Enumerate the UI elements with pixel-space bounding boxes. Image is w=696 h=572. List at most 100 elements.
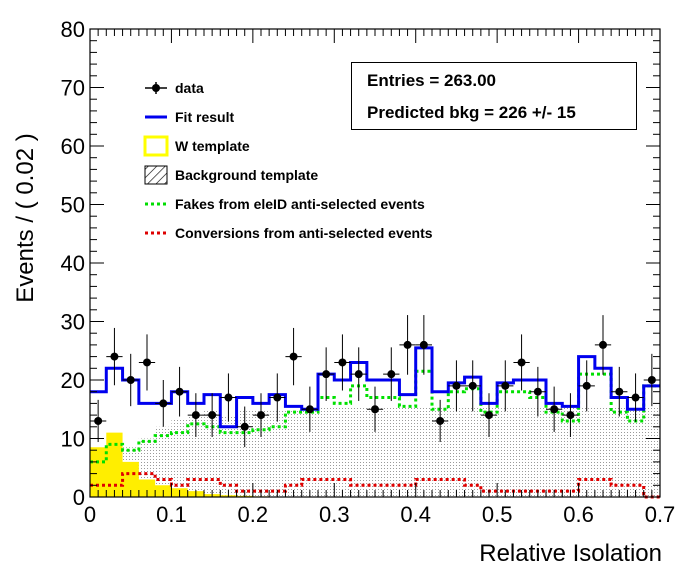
data-point <box>415 315 432 375</box>
legend-entry: Conversions from anti-selected events <box>145 225 433 241</box>
x-tick-label: 0.5 <box>482 502 513 527</box>
legend-entry: W template <box>143 135 250 157</box>
legend-entry: Fakes from eleID anti-selected events <box>145 196 425 212</box>
data-point <box>285 327 302 386</box>
data-marker <box>550 405 559 414</box>
background-template-area <box>90 406 660 497</box>
data-marker <box>208 411 217 420</box>
data-point <box>513 334 530 391</box>
data-marker <box>485 411 493 420</box>
data-marker <box>257 411 265 420</box>
x-tick-label: 0.2 <box>238 502 269 527</box>
data-marker <box>533 387 542 396</box>
data-point <box>204 393 221 437</box>
data-point <box>546 386 563 432</box>
data-marker <box>468 381 477 390</box>
data-marker <box>452 381 461 390</box>
y-tick-label: 50 <box>61 193 85 218</box>
data-point <box>594 315 612 375</box>
stats-predicted-bkg: Predicted bkg = 226 +/- 15 <box>367 103 576 122</box>
data-marker <box>631 393 640 402</box>
data-marker <box>354 370 363 379</box>
data-marker <box>501 381 510 390</box>
legend-entry: Background template <box>144 165 318 185</box>
data-point <box>432 399 449 443</box>
data-marker <box>387 370 396 379</box>
data-point <box>366 386 384 432</box>
data-point <box>497 360 514 412</box>
data-point <box>611 366 628 417</box>
data-point <box>627 373 644 422</box>
data-point <box>529 366 546 417</box>
data-point <box>106 327 123 386</box>
data-point <box>334 334 351 391</box>
data-marker <box>615 387 624 396</box>
y-tick-label: 0 <box>73 485 85 510</box>
fit-result-line <box>90 346 660 429</box>
legend-entry: Fit result <box>145 109 234 125</box>
x-tick-label: 0.3 <box>319 502 350 527</box>
x-tick-label: 0.7 <box>645 502 676 527</box>
data-point <box>350 347 367 401</box>
data-marker <box>322 370 331 379</box>
y-tick-label: 20 <box>61 368 85 393</box>
data-marker <box>126 376 135 384</box>
data-point <box>399 315 416 375</box>
data-marker <box>305 405 314 414</box>
data-marker <box>517 358 526 367</box>
data-marker <box>240 422 249 431</box>
data-point <box>448 360 465 412</box>
data-marker <box>191 411 200 420</box>
data-point <box>464 360 481 412</box>
data-marker <box>419 340 428 349</box>
stats-entries: Entries = 263.00 <box>367 71 497 90</box>
data-marker <box>289 352 298 361</box>
data-point <box>383 347 400 401</box>
y-tick-label: 80 <box>61 17 85 42</box>
data-point <box>562 393 579 437</box>
axes: 0 10 20 30 40 50 60 70 80 0 0.1 0.2 0.3 0.4 0.5 0.6 0.7 <box>61 17 676 527</box>
legend-label: Conversions from anti-selected events <box>175 225 433 241</box>
data-marker <box>403 340 412 349</box>
data-marker <box>582 381 591 390</box>
data-marker <box>175 387 184 396</box>
data-marker <box>110 352 119 361</box>
y-axis-label: Events / ( 0.02 ) <box>12 133 39 302</box>
data-marker <box>566 411 575 420</box>
data-point <box>90 399 107 443</box>
legend-symbol-box <box>143 135 169 157</box>
data-marker <box>436 416 445 425</box>
legend-symbol-marker <box>152 84 160 92</box>
data-point <box>187 393 204 437</box>
data-point <box>138 334 156 391</box>
x-tick-label: 0.4 <box>400 502 431 527</box>
x-tick-label: 0 <box>84 502 96 527</box>
data-marker <box>599 340 607 349</box>
data-point <box>122 353 139 407</box>
x-tick-label: 0.1 <box>156 502 187 527</box>
data-marker <box>94 416 103 425</box>
legend-symbol-hatch <box>144 165 168 185</box>
legend-label: Background template <box>175 167 318 183</box>
y-tick-label: 40 <box>61 251 85 276</box>
data-marker <box>143 358 151 367</box>
y-tick-label: 70 <box>61 76 85 101</box>
legend-label: Fakes from eleID anti-selected events <box>175 196 425 212</box>
legend-entry: data <box>145 80 204 96</box>
data-point <box>252 393 270 437</box>
x-axis-label: Relative Isolation <box>479 540 662 567</box>
data-marker <box>273 393 282 402</box>
data-marker <box>371 405 379 414</box>
data-point <box>220 373 237 422</box>
data-point <box>269 373 286 422</box>
data-marker <box>224 393 233 402</box>
y-tick-label: 30 <box>61 310 85 335</box>
data-point <box>578 360 595 412</box>
data-point <box>318 347 335 401</box>
y-tick-label: 60 <box>61 134 85 159</box>
data-marker <box>338 358 347 367</box>
y-tick-label: 10 <box>61 427 85 452</box>
x-tick-label: 0.6 <box>563 502 594 527</box>
data-marker <box>159 399 168 408</box>
legend-label: W template <box>175 138 250 154</box>
